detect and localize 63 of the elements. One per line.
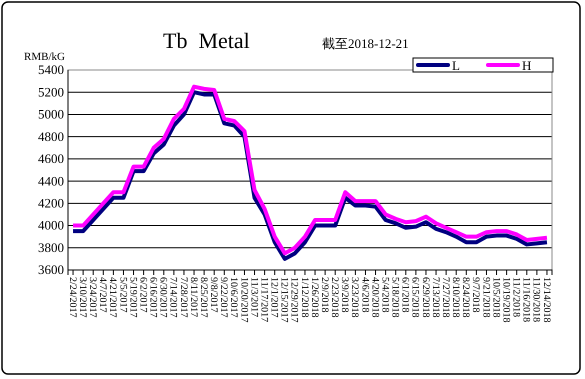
x-tick-label: 6/1/2018 [400, 277, 411, 313]
x-tick-label: 4/20/2018 [369, 277, 380, 318]
x-tick-label: 11/17/2017 [258, 277, 270, 322]
x-tick-label: 1/12/2018 [298, 277, 310, 318]
y-tick-label: 3800 [38, 240, 64, 255]
y-tick-label: 4000 [38, 218, 64, 233]
x-tick-label: 11/16/2018 [520, 277, 532, 322]
x-tick-label: 6/15/2018 [410, 277, 421, 318]
x-tick-label: 4/7/2017 [97, 277, 108, 313]
x-tick-label: 10/6/2017 [228, 277, 240, 318]
x-tick-label: 6/30/2017 [158, 277, 169, 318]
x-tick-label: 9/7/2018 [470, 277, 482, 313]
x-tick-label: 12/15/2017 [278, 277, 290, 323]
x-tick-label: 3/9/2018 [339, 277, 350, 313]
x-tick-label: 2/24/2017 [66, 277, 78, 318]
y-tick-label: 5200 [38, 84, 64, 100]
x-tick-label: 2/23/2018 [329, 277, 340, 318]
x-tick-label: 3/10/2017 [76, 277, 88, 318]
x-tick-label: 9/21/2018 [480, 277, 492, 318]
x-tick-label: 8/10/2018 [450, 277, 462, 318]
x-tick-label: 9/22/2017 [218, 277, 230, 318]
x-tick-label: 10/19/2018 [500, 277, 512, 323]
x-tick-label: 8/24/2018 [460, 277, 472, 318]
chart-title: Tb Metal [163, 28, 250, 53]
x-tick-label: 3/24/2017 [87, 277, 98, 318]
x-tick-label: 11/30/2018 [530, 277, 542, 322]
x-tick-label: 4/6/2018 [359, 277, 370, 313]
x-tick-label: 7/13/2018 [430, 277, 441, 318]
x-tick-label: 5/4/2018 [379, 277, 390, 313]
legend-label: H [522, 58, 532, 73]
y-tick-label: 5400 [38, 62, 64, 78]
x-tick-label: 11/3/2017 [248, 277, 260, 318]
x-tick-label: 7/27/2018 [440, 277, 451, 318]
x-tick-label: 6/29/2018 [420, 277, 431, 318]
y-tick-label: 3600 [38, 262, 64, 278]
x-tick-label: 8/25/2017 [198, 277, 209, 318]
x-tick-label: 6/16/2017 [148, 277, 159, 318]
x-tick-label: 10/5/2018 [490, 277, 502, 318]
y-tick-label: 4800 [38, 128, 64, 144]
y-axis-title: RMB/kG [24, 51, 66, 63]
y-tick-label: 4400 [38, 173, 64, 188]
legend-label: L [452, 58, 460, 73]
x-tick-label: 5/18/2018 [390, 277, 401, 318]
x-tick-label: 12/14/2018 [540, 277, 552, 323]
y-tick-label: 5000 [38, 106, 64, 122]
x-tick-label: 5/19/2017 [127, 277, 138, 318]
x-tick-label: 10/20/2017 [238, 277, 250, 323]
y-tick-label: 4600 [38, 151, 64, 166]
x-tick-label: 6/2/2017 [137, 277, 148, 313]
x-tick-label: 2/9/2018 [318, 277, 330, 313]
x-tick-label: 1/26/2018 [308, 277, 320, 318]
x-tick-label: 9/8/2017 [208, 277, 220, 313]
x-tick-label: 3/23/2018 [349, 277, 360, 318]
x-tick-label: 7/14/2017 [168, 277, 179, 318]
x-tick-label: 11/2/2018 [510, 277, 522, 318]
x-tick-label: 12/29/2017 [288, 277, 300, 323]
x-tick-label: 7/28/2017 [178, 277, 189, 318]
x-tick-label: 12/1/2017 [268, 277, 280, 318]
x-tick-label: 4/21/2017 [107, 277, 118, 318]
x-tick-label: 5/5/2017 [117, 277, 128, 313]
chart-subtitle: 截至2018-12-21 [322, 36, 409, 51]
x-tick-label: 8/11/2017 [188, 277, 199, 318]
y-tick-label: 4200 [38, 195, 64, 210]
